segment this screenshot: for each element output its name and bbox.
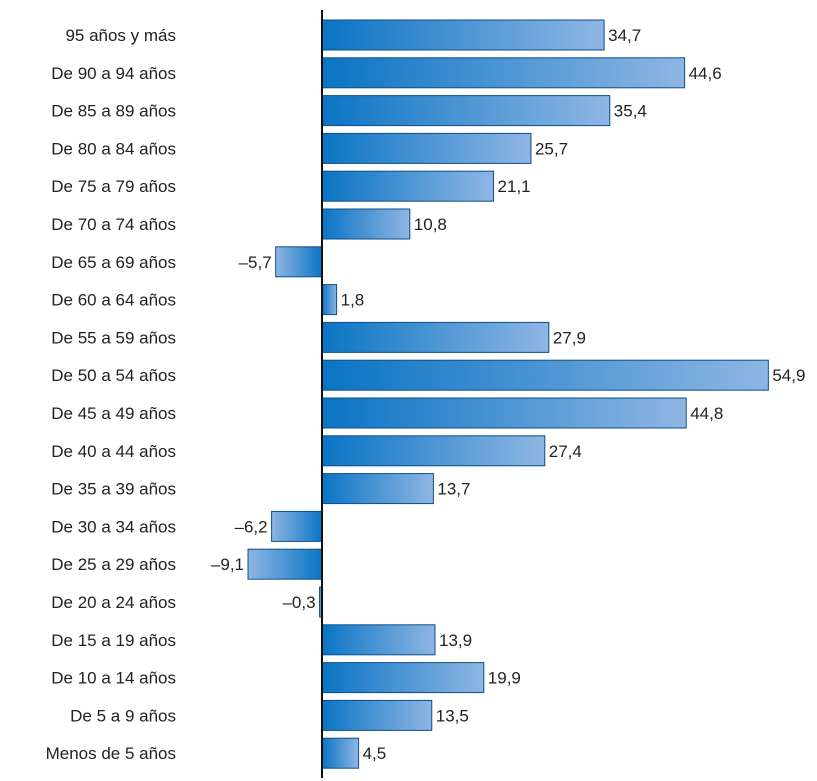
value-label-de-35-a-39-anos: 13,7 [437,480,470,499]
bar-de-30-a-34-anos [271,510,323,542]
value-label-de-40-a-44-anos: 27,4 [549,442,582,461]
bar-de-60-a-64-anos [321,284,338,316]
bar-de-75-a-79-anos [321,170,495,202]
value-label-95-anos-y-mas: 34,7 [608,26,641,45]
bar-de-65-a-69-anos [275,246,323,278]
value-label-de-10-a-14-anos: 19,9 [488,669,521,688]
bar-de-80-a-84-anos [321,132,532,164]
category-label-de-5-a-9-anos: De 5 a 9 años [70,706,176,725]
value-label-de-80-a-84-anos: 25,7 [535,139,568,158]
value-label-de-75-a-79-anos: 21,1 [498,177,531,196]
value-label-de-20-a-24-anos: –0,3 [282,593,315,612]
value-label-de-55-a-59-anos: 27,9 [553,328,586,347]
category-label-de-70-a-74-anos: De 70 a 74 años [51,215,176,234]
category-label-de-40-a-44-anos: De 40 a 44 años [51,442,176,461]
value-label-de-45-a-49-anos: 44,8 [690,404,723,423]
category-label-de-60-a-64-anos: De 60 a 64 años [51,291,176,310]
category-label-de-45-a-49-anos: De 45 a 49 años [51,404,176,423]
bar-de-15-a-19-anos [321,624,436,656]
value-label-de-50-a-54-anos: 54,9 [772,366,805,385]
bar-de-10-a-14-anos [321,662,485,694]
category-label-menos-de-5-anos: Menos de 5 años [46,744,176,763]
value-label-menos-de-5-anos: 4,5 [363,744,387,763]
bar-de-50-a-54-anos [321,359,769,391]
bar-95-anos-y-mas [321,19,605,51]
category-label-de-75-a-79-anos: De 75 a 79 años [51,177,176,196]
bar-de-5-a-9-anos [321,699,433,731]
value-label-de-60-a-64-anos: 1,8 [341,291,365,310]
category-label-de-20-a-24-anos: De 20 a 24 años [51,593,176,612]
value-label-de-65-a-69-anos: –5,7 [239,253,272,272]
category-label-de-50-a-54-anos: De 50 a 54 años [51,366,176,385]
value-label-de-5-a-9-anos: 13,5 [436,706,469,725]
category-label-de-30-a-34-anos: De 30 a 34 años [51,517,176,536]
value-label-de-15-a-19-anos: 13,9 [439,631,472,650]
bar-de-90-a-94-anos [321,57,686,89]
value-label-de-70-a-74-anos: 10,8 [414,215,447,234]
bar-de-45-a-49-anos [321,397,687,429]
bar-de-35-a-39-anos [321,473,434,505]
value-label-de-30-a-34-anos: –6,2 [235,517,268,536]
bar-de-85-a-89-anos [321,95,611,127]
category-label-de-15-a-19-anos: De 15 a 19 años [51,631,176,650]
category-label-de-90-a-94-anos: De 90 a 94 años [51,64,176,83]
category-label-de-55-a-59-anos: De 55 a 59 años [51,328,176,347]
bar-de-70-a-74-anos [321,208,411,240]
bar-menos-de-5-anos [321,737,360,769]
category-label-de-25-a-29-anos: De 25 a 29 años [51,555,176,574]
category-label-de-85-a-89-anos: De 85 a 89 años [51,102,176,121]
category-label-95-anos-y-mas: 95 años y más [65,26,176,45]
labels-layer: 95 años y más 34,7 De 90 a 94 años 44,6 De 8… [46,26,806,763]
category-label-de-65-a-69-anos: De 65 a 69 años [51,253,176,272]
value-label-de-90-a-94-anos: 44,6 [689,64,722,83]
value-label-de-85-a-89-anos: 35,4 [614,102,647,121]
bar-de-25-a-29-anos [247,548,323,580]
value-label-de-25-a-29-anos: –9,1 [211,555,244,574]
bar-de-40-a-44-anos [321,435,546,467]
bars-layer [247,19,769,769]
category-label-de-35-a-39-anos: De 35 a 39 años [51,480,176,499]
bar-de-55-a-59-anos [321,321,550,353]
category-label-de-10-a-14-anos: De 10 a 14 años [51,669,176,688]
category-label-de-80-a-84-anos: De 80 a 84 años [51,139,176,158]
